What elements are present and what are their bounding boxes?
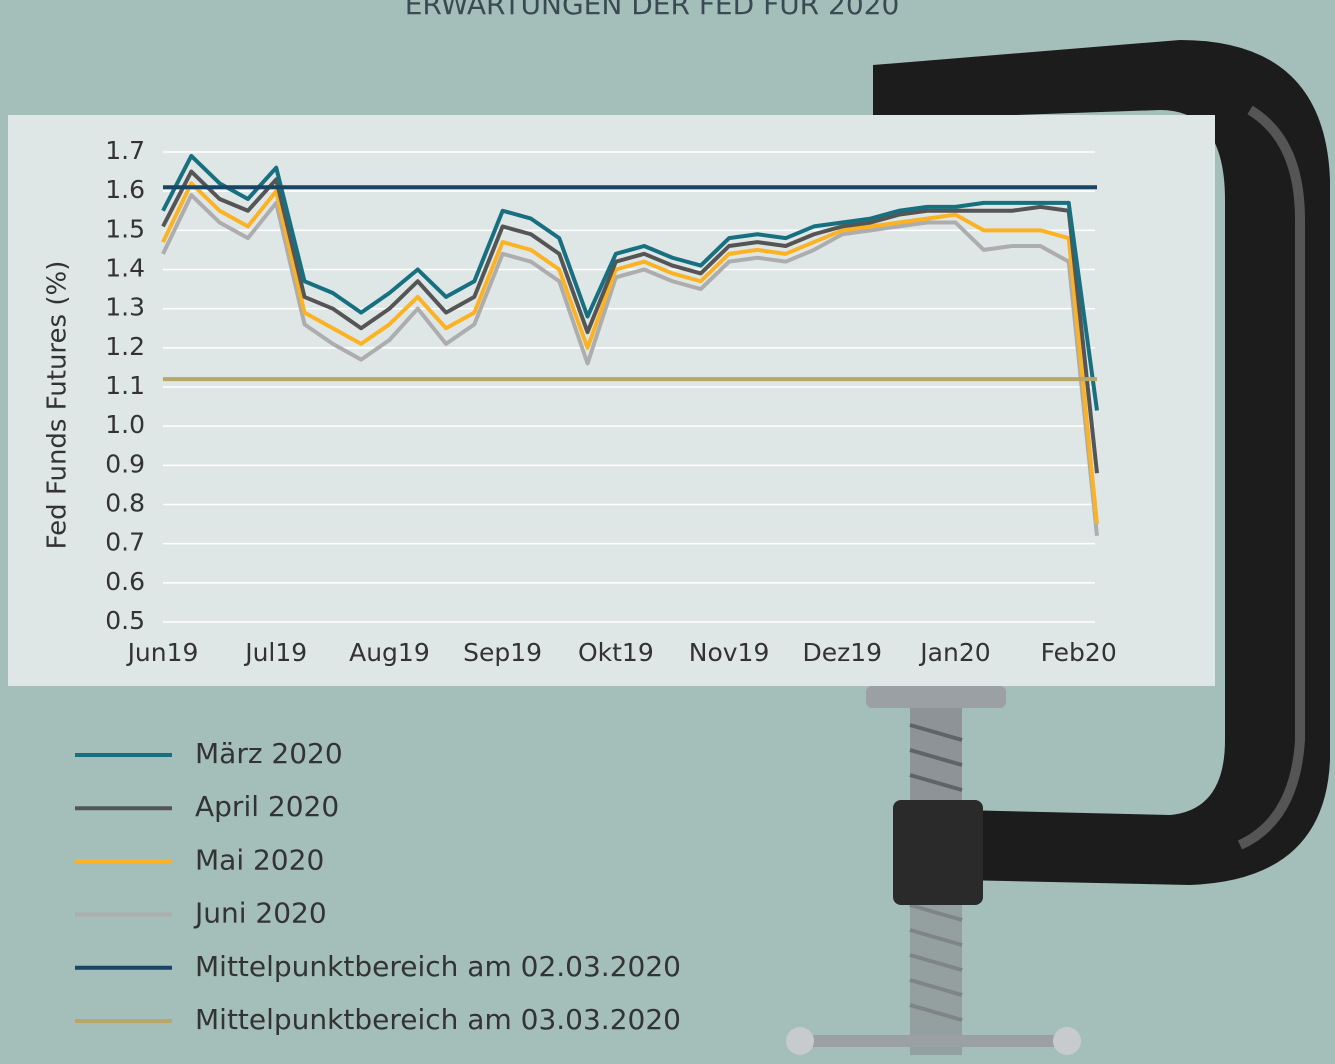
y-tick-label: 1.4 bbox=[105, 254, 145, 283]
x-tick-label: Okt19 bbox=[578, 638, 654, 667]
y-tick-label: 0.5 bbox=[105, 606, 145, 635]
x-tick-label: Dez19 bbox=[802, 638, 882, 667]
y-tick-label: 1.5 bbox=[105, 214, 145, 243]
legend-label: Mittelpunktbereich am 03.03.2020 bbox=[195, 1003, 681, 1036]
y-tick-label: 1.0 bbox=[105, 410, 145, 439]
x-tick-label: Jun19 bbox=[126, 638, 199, 667]
y-tick-label: 1.7 bbox=[105, 136, 145, 165]
y-tick-label: 0.7 bbox=[105, 528, 145, 557]
y-tick-label: 0.9 bbox=[105, 449, 145, 478]
x-tick-label: Jul19 bbox=[243, 638, 307, 667]
legend-label: Mittelpunktbereich am 02.03.2020 bbox=[195, 950, 681, 983]
chart: ERWARTUNGEN DER FED FÜR 2020 Fed Funds F… bbox=[0, 0, 1335, 1064]
x-tick-label: Aug19 bbox=[349, 638, 430, 667]
x-tick-label: Sep19 bbox=[463, 638, 542, 667]
y-tick-label: 1.6 bbox=[105, 175, 145, 204]
x-tick-label: Feb20 bbox=[1041, 638, 1117, 667]
y-tick-label: 1.2 bbox=[105, 332, 145, 361]
y-tick-label: 0.6 bbox=[105, 567, 145, 596]
legend-label: Juni 2020 bbox=[193, 897, 327, 930]
y-tick-label: 1.1 bbox=[105, 371, 145, 400]
legend-label: April 2020 bbox=[195, 790, 339, 823]
chart-title: ERWARTUNGEN DER FED FÜR 2020 bbox=[405, 0, 900, 21]
legend-label: März 2020 bbox=[195, 737, 343, 770]
x-tick-label: Nov19 bbox=[689, 638, 770, 667]
y-axis-label: Fed Funds Futures (%) bbox=[43, 261, 73, 550]
legend-label: Mai 2020 bbox=[195, 843, 324, 876]
y-tick-label: 1.3 bbox=[105, 293, 145, 322]
x-tick-label: Jan20 bbox=[918, 638, 990, 667]
y-tick-label: 0.8 bbox=[105, 489, 145, 518]
page: {"chart_data": {"type": "line", "title":… bbox=[0, 0, 1335, 1064]
